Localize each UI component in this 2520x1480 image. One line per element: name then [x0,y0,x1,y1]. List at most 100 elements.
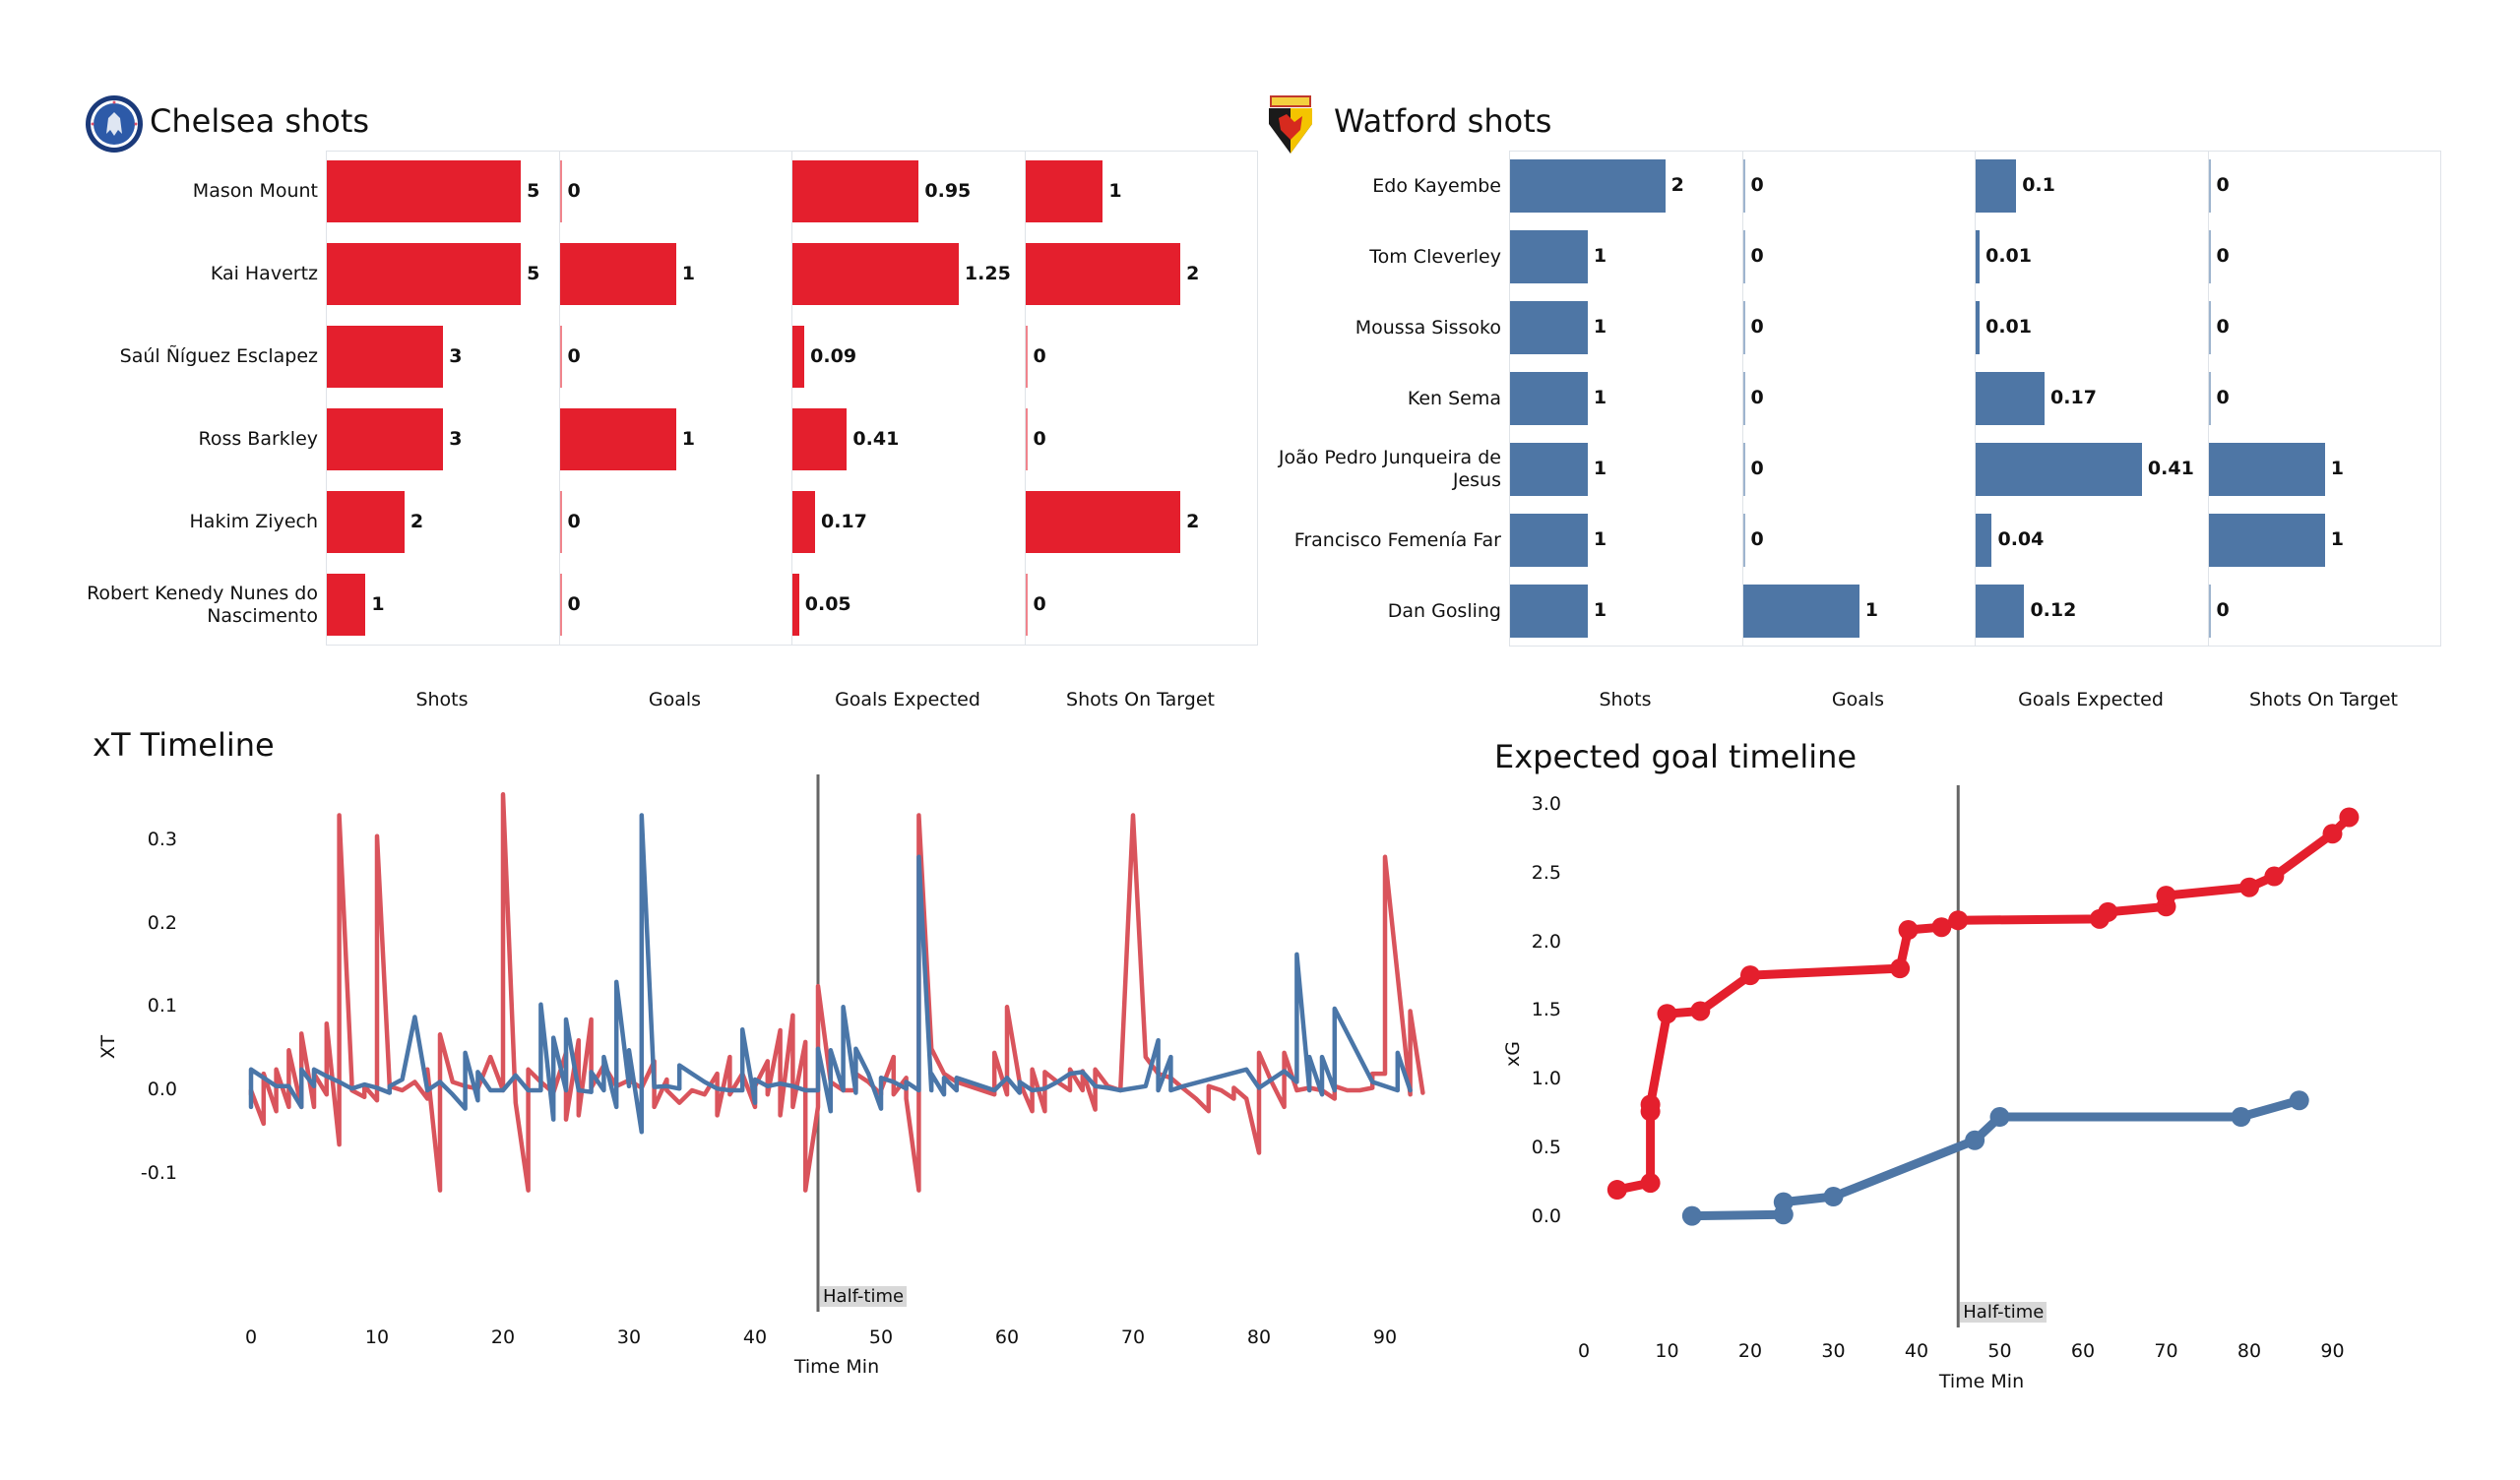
player-label: Moussa Sissoko [1245,317,1501,339]
bar [327,243,522,305]
data-point [2339,807,2360,828]
metric-label: Goals [648,689,702,710]
watford-crest-icon [1265,94,1316,155]
bar [1510,159,1666,213]
bar-value-label: 0 [567,179,581,202]
y-tick-label: -0.1 [140,1161,177,1184]
data-point [1948,910,1969,931]
player-label-line: Jesus [1452,469,1501,491]
bar-value-label: 0.09 [810,344,857,367]
x-tick-label: 0 [244,1326,258,1348]
bar [1742,159,1745,213]
bar [559,160,562,222]
bar [1976,230,1981,283]
data-point [1823,1187,1844,1207]
data-point [2322,824,2343,844]
x-tick-label: 60 [2070,1340,2096,1362]
x-tick-label: 0 [1577,1340,1591,1362]
bar [1025,326,1028,388]
bar-value-label: 1 [2330,528,2344,550]
bar [2208,301,2211,354]
bar [1742,514,1745,567]
data-point [1989,1107,2010,1128]
chelsea-shots-chart: Mason Mount Kai Havertz Saúl Ñíguez Esclap… [0,0,1280,728]
bar [1976,301,1981,354]
bar-value-label: 1 [1864,599,1878,621]
player-label-line: João Pedro Junqueira de [1278,447,1501,468]
y-tick-label: 3.0 [1531,792,1561,815]
player-label-line: Ken Sema [1407,387,1501,409]
player-label-line: Nascimento [207,604,318,627]
bar [327,491,405,553]
player-label: Mason Mount [62,180,318,203]
bar-value-label: 0 [2216,174,2230,196]
metric-panel [1024,151,1258,646]
bar-value-label: 0 [567,592,581,615]
bar [2208,585,2211,638]
bar [559,574,562,636]
series-line-chelsea [248,792,1425,1193]
data-point [1898,920,1919,941]
x-tick-label: 30 [616,1326,642,1348]
bar [1742,301,1745,354]
player-label-line: Saúl Ñíguez Esclapez [119,345,318,367]
bar-value-label: 3 [449,344,463,367]
x-tick-label: 80 [1246,1326,1272,1348]
bar [1976,443,2142,496]
bar-value-label: 1 [1593,387,1607,408]
bar [2208,372,2211,425]
player-label: Dan Gosling [1245,600,1501,623]
bar-value-label: 0.01 [1985,316,2032,338]
metric-label: Goals Expected [835,689,980,710]
bar-value-label: 0 [1750,316,1764,338]
bar-value-label: 0 [1750,245,1764,267]
bar-value-label: 0 [1750,174,1764,196]
bar-value-label: 1.25 [964,262,1011,284]
bar [1510,443,1588,496]
x-tick-label: 70 [1120,1326,1146,1348]
data-point [1890,958,1911,979]
bar-value-label: 0.1 [2022,174,2055,196]
half-time-label: Half-time [820,1286,908,1307]
player-label-line: Dan Gosling [1387,599,1501,622]
y-tick-label: 0.5 [1531,1137,1561,1159]
bar [792,574,799,636]
bar [1025,574,1028,636]
bar-value-label: 0.12 [2030,599,2077,621]
player-label: Ross Barkley [62,428,318,451]
bar-value-label: 0.01 [1985,245,2032,267]
bar-value-label: 1 [1108,179,1122,202]
bar-value-label: 2 [1186,510,1200,532]
y-tick-label: 0.1 [147,995,177,1018]
x-axis-label: Time Min [1938,1371,2025,1392]
x-tick-label: 50 [868,1326,894,1348]
bar-value-label: 2 [1670,174,1684,196]
x-tick-label: 80 [2236,1340,2262,1362]
bar-value-label: 1 [1593,599,1607,621]
y-tick-label: 0.3 [147,828,177,850]
bar [1742,443,1745,496]
bar [1025,408,1028,470]
x-tick-label: 30 [1821,1340,1846,1362]
player-label-line: Kai Havertz [210,263,318,284]
bar-value-label: 0 [2216,599,2230,621]
bar-value-label: 1 [1593,245,1607,267]
data-point [1965,1130,1985,1150]
bar-value-label: 0.41 [852,427,900,450]
player-label-line: Robert Kenedy Nunes do [87,582,318,604]
x-tick-label: 20 [490,1326,516,1348]
player-label-line: Tom Cleverley [1369,245,1501,268]
data-point [1606,1180,1627,1201]
bar-value-label: 1 [681,262,695,284]
bar-value-label: 1 [1593,528,1607,550]
player-label: Saúl Ñíguez Esclapez [62,345,318,368]
bar-value-label: 0.04 [1997,528,2045,550]
bar [792,491,815,553]
data-point [2239,877,2259,897]
data-point [1640,1173,1661,1194]
bar-value-label: 0.05 [804,592,851,615]
player-label: Tom Cleverley [1245,246,1501,269]
x-tick-label: 90 [1372,1326,1398,1348]
metric-label: Shots [415,689,469,710]
player-label-line: Francisco Femenía Far [1293,528,1501,551]
